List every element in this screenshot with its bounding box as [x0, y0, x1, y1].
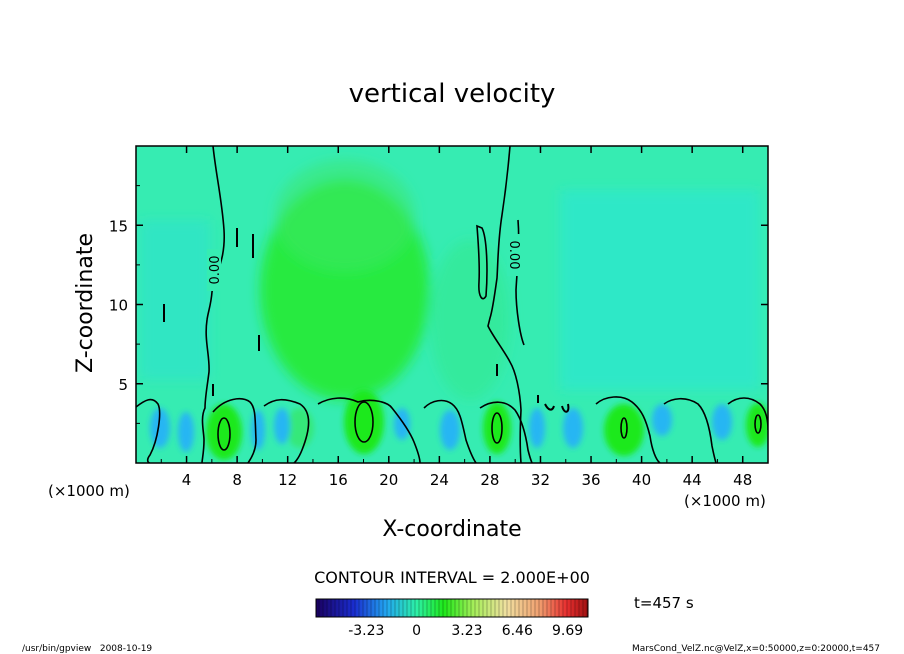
time-label: t=457 s	[634, 594, 694, 612]
x-tick-label: 4	[182, 471, 192, 489]
contour-labels: 0.00 0.00	[207, 234, 521, 291]
x-tick-label: 12	[278, 471, 297, 489]
contour-2-cell-2	[354, 401, 374, 443]
colorbar-tick-label: 0	[412, 623, 421, 639]
contour-2-cell-4	[620, 417, 628, 439]
footer-left: /usr/bin/gpview 2008-10-19	[22, 644, 152, 654]
updraft-cell-5	[746, 403, 768, 447]
colorbar-tick-label: 6.46	[502, 623, 533, 639]
downdraft-cell-4	[274, 408, 290, 444]
x-axis-label: X-coordinate	[382, 517, 521, 542]
updraft-cell-6	[286, 408, 314, 448]
contour-2-cell-3	[491, 412, 503, 444]
colorbar-tick-label: 9.69	[552, 623, 583, 639]
x-tick-label: 16	[329, 471, 348, 489]
contour-2-cell-1	[217, 417, 231, 451]
x-tick-label: 44	[683, 471, 702, 489]
contour-label-left: 0.00	[208, 256, 223, 285]
x-tick-label: 24	[430, 471, 449, 489]
y-tick-label: 15	[109, 217, 128, 235]
contour-zero-left-column	[201, 146, 225, 463]
contour-zero-lower-band	[136, 396, 768, 463]
colorbar-tick-label: -3.23	[348, 623, 384, 639]
colorbar-ticks: -3.23 0 3.23 6.46 9.69	[348, 623, 583, 639]
colorbar: -3.23 0 3.23 6.46 9.69	[315, 598, 589, 639]
contour-zero-right-column	[487, 146, 522, 463]
downdraft-cell-6	[440, 410, 460, 450]
field-right-cyan	[560, 190, 760, 390]
x-axis-ticks: 4 8 12 16 20 24 28 32 36 40 44 48	[160, 146, 752, 489]
y-axis-label: Z-coordinate	[73, 233, 98, 373]
downdraft-cell-10	[712, 404, 732, 440]
footer-right: MarsCond_VelZ.nc@VelZ,x=0:50000,z=0:2000…	[632, 644, 880, 654]
y-tick-label: 5	[118, 376, 128, 394]
contour-interval-text: CONTOUR INTERVAL = 2.000E+00	[314, 568, 590, 587]
updraft-cell-3	[483, 402, 511, 454]
x-tick-label: 40	[632, 471, 651, 489]
contour-2-cell-5	[754, 414, 762, 434]
x-unit-label-right: (×1000 m)	[684, 492, 766, 510]
y-tick-label: 10	[109, 297, 128, 315]
field-mid-green	[430, 240, 510, 400]
x-unit-label-left: (×1000 m)	[48, 482, 130, 500]
field-left-cyan	[140, 220, 210, 380]
heatmap-field: 0.00 0.00	[136, 146, 768, 463]
colorbar-stripes	[318, 599, 588, 617]
contour-zero-inner-spike	[476, 224, 488, 300]
x-tick-label: 20	[379, 471, 398, 489]
x-tick-label: 36	[581, 471, 600, 489]
contour-label-right: 0.00	[506, 241, 521, 270]
x-tick-label: 8	[232, 471, 242, 489]
updraft-cell-2	[344, 390, 384, 454]
updraft-cell-4	[604, 404, 644, 456]
downdraft-cell-7	[529, 408, 545, 448]
colorbar-gradient	[315, 598, 589, 618]
contour-small-fragments	[163, 228, 570, 413]
contour-label-bg-left	[207, 249, 221, 291]
downdraft-cell-2	[178, 412, 194, 452]
updraft-upper-central	[275, 160, 415, 270]
x-tick-label: 28	[480, 471, 499, 489]
contour-label-bg-right	[507, 234, 521, 276]
x-tick-label: 48	[733, 471, 752, 489]
colorbar-tick-label: 3.23	[451, 623, 482, 639]
downdraft-cell-9	[652, 404, 672, 436]
x-tick-label: 32	[531, 471, 550, 489]
updraft-cell-1	[206, 404, 242, 460]
chart-title: vertical velocity	[349, 79, 556, 109]
downdraft-cell-8	[563, 408, 583, 448]
y-axis-ticks: 5 10 15	[109, 185, 768, 424]
downdraft-cell-1	[150, 408, 170, 448]
downdraft-cell-3	[251, 410, 265, 450]
